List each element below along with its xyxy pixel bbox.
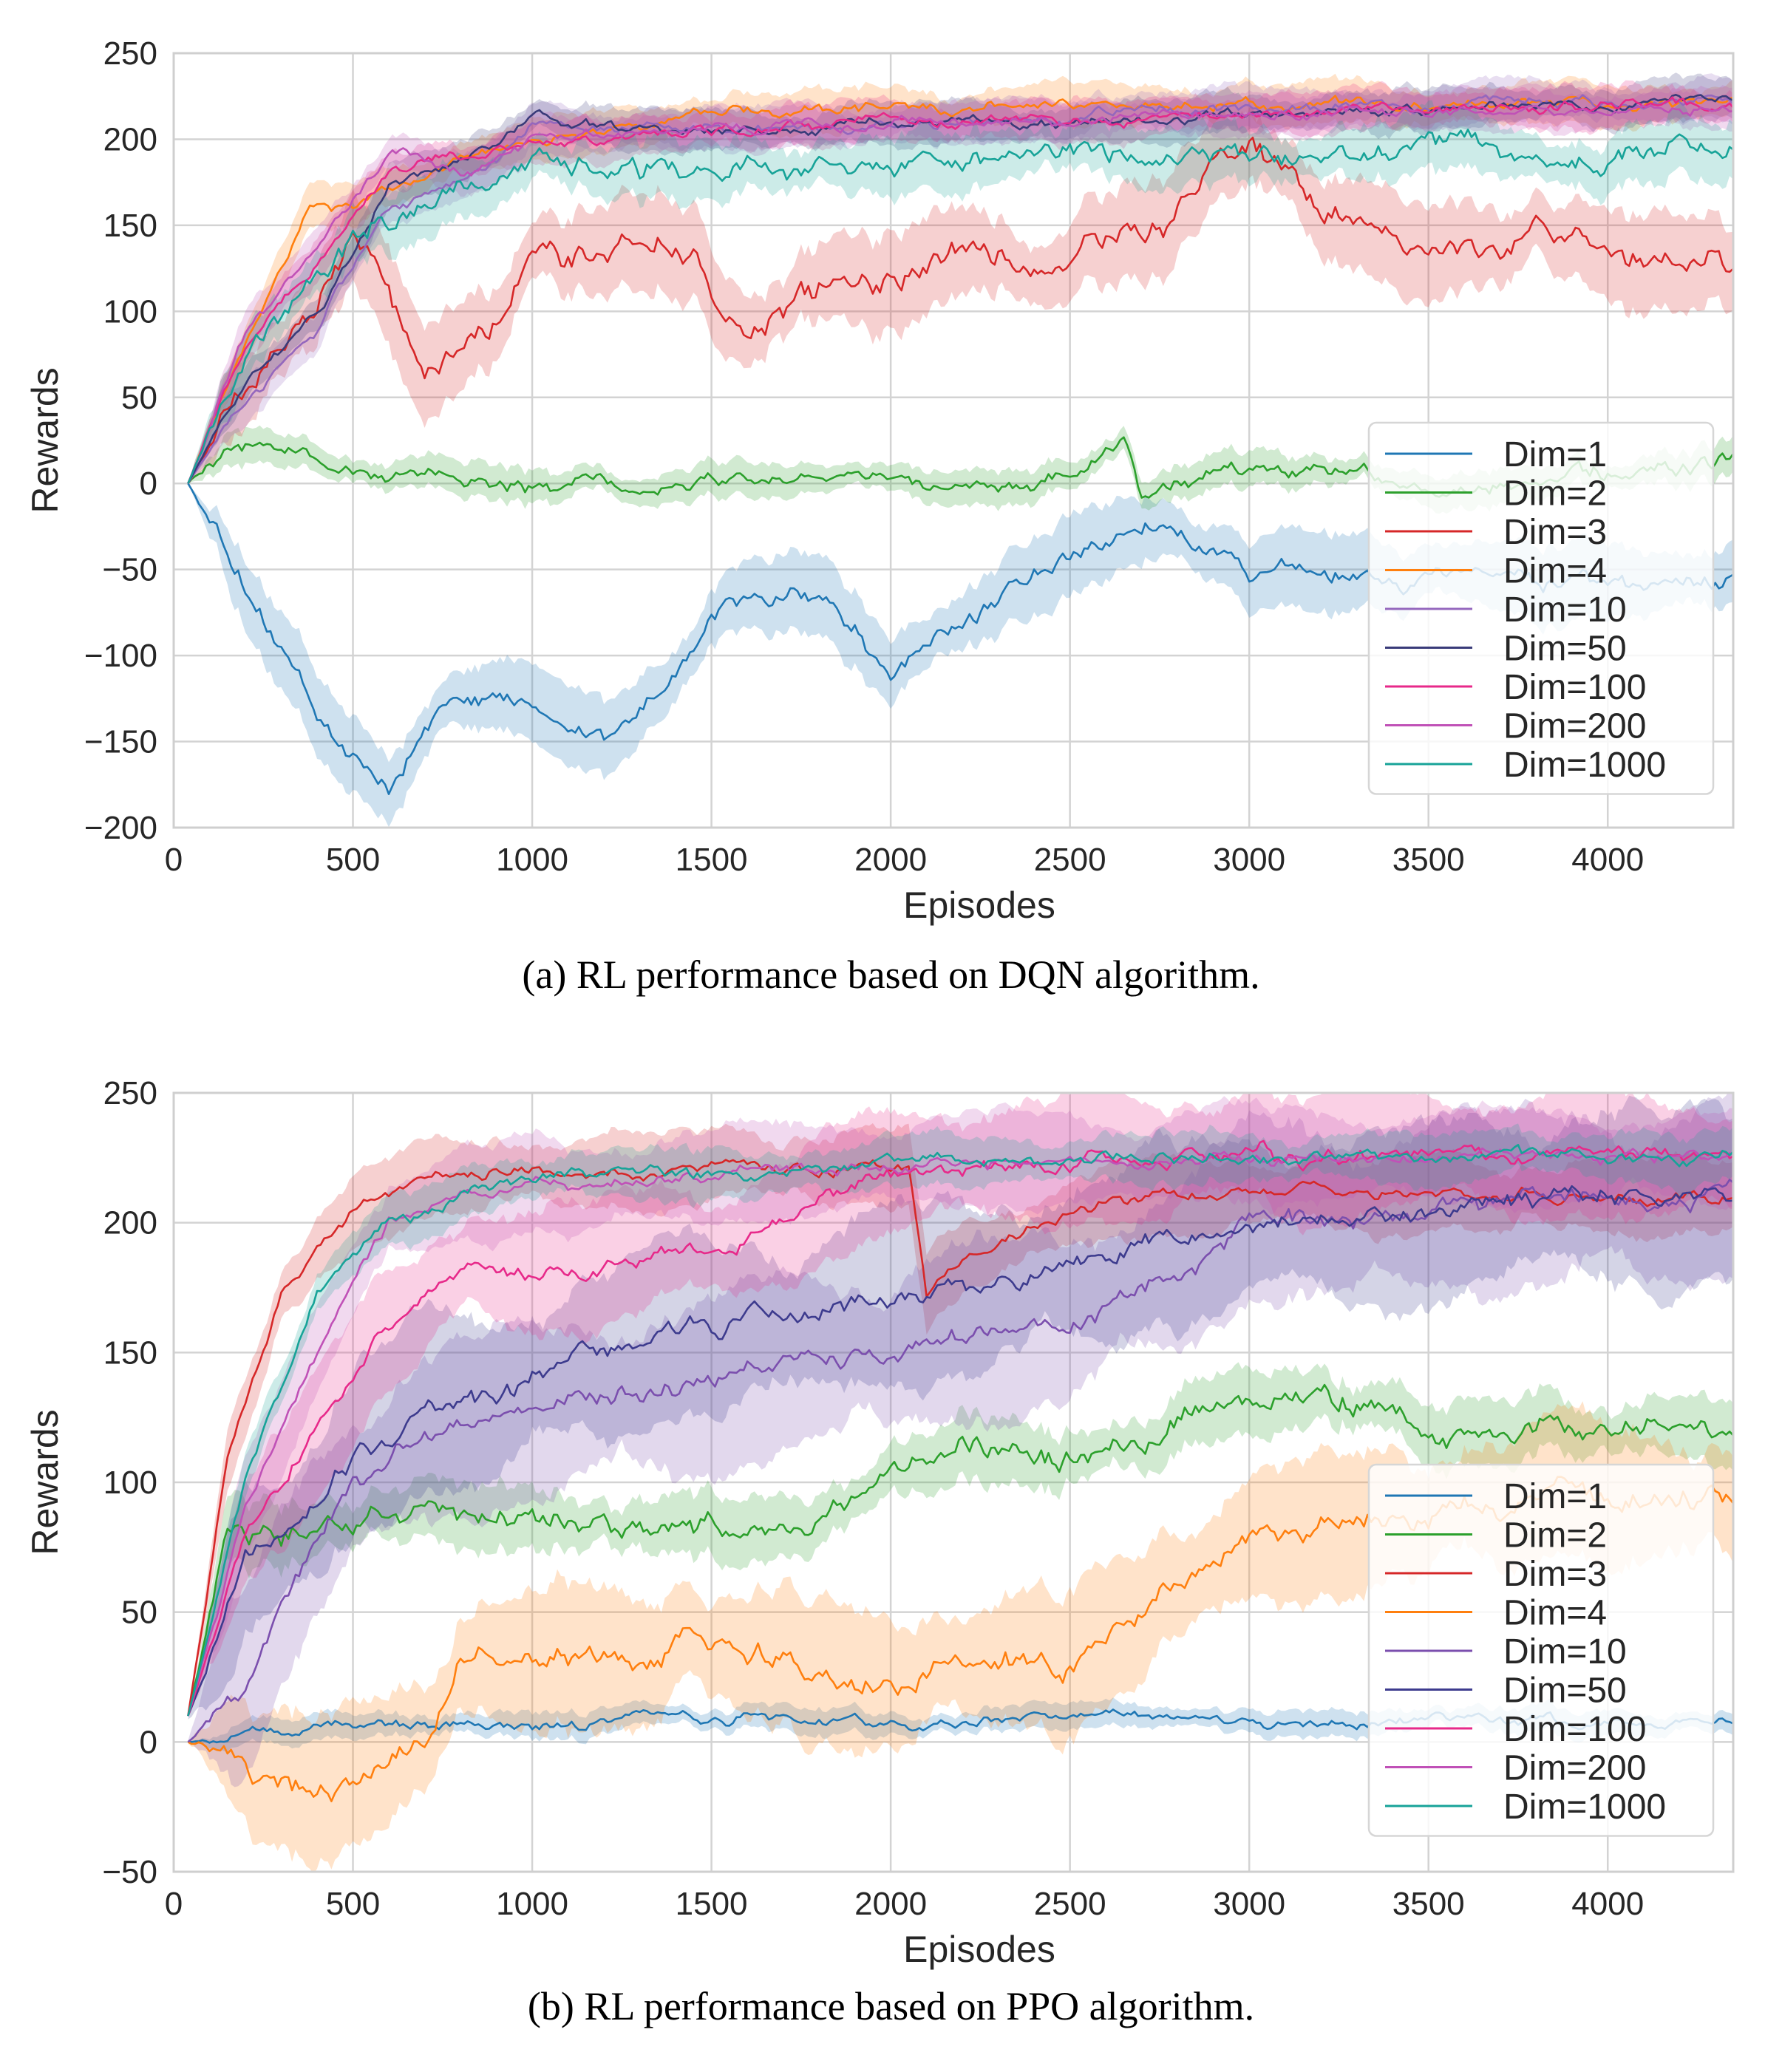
x-tick-label: 2500 (1034, 1886, 1106, 1922)
x-tick-label: 1500 (676, 1886, 748, 1922)
y-axis-label: Rewards (24, 1409, 66, 1555)
ppo-chart: 0 500 1000 1500 2000 2500 3000 3500 4000−5005010… (24, 1075, 1735, 1970)
legend-label: Dim=200 (1503, 707, 1646, 746)
y-tick-label: 250 (103, 35, 157, 72)
series-band-Dim=4 (188, 1401, 1733, 1872)
dqn-chart: 0 500 1000 1500 2000 2500 3000 3500 4000−200−150… (24, 35, 1735, 926)
y-tick-label: −50 (102, 552, 157, 588)
x-tick-label: 4000 (1571, 1886, 1644, 1922)
x-tick-label: 1500 (676, 842, 748, 878)
x-tick-label: 0 (165, 842, 183, 878)
legend-label: Dim=10 (1503, 1632, 1627, 1671)
y-tick-label: 150 (103, 208, 157, 244)
x-tick-label: 3500 (1392, 842, 1465, 878)
legend-label: Dim=4 (1503, 1594, 1607, 1633)
series-band-Dim=3 (188, 106, 1733, 483)
series-line-Dim=100 (187, 1139, 1733, 1717)
legend-label: Dim=1 (1503, 1477, 1607, 1516)
series-band-Dim=200 (188, 83, 1733, 483)
series-line-Dim=3 (187, 137, 1733, 484)
x-tick-label: 2500 (1034, 842, 1106, 878)
y-tick-label: 50 (121, 380, 157, 416)
series-band-Dim=2 (188, 425, 1733, 514)
legend-label: Dim=2 (1503, 1516, 1607, 1555)
series-band-Dim=4 (188, 73, 1733, 485)
legend-label: Dim=3 (1503, 513, 1607, 552)
series-group (187, 72, 1733, 828)
series-line-Dim=2 (187, 1383, 1733, 1717)
y-tick-label: 0 (140, 466, 157, 502)
legend-label: Dim=2 (1503, 474, 1607, 514)
legend-label: Dim=4 (1503, 552, 1607, 591)
y-tick-label: 100 (103, 1465, 157, 1501)
series-line-Dim=1000 (187, 129, 1733, 484)
series-band-Dim=50 (188, 1095, 1733, 1720)
y-tick-label: −150 (84, 724, 157, 760)
legend-label: Dim=100 (1503, 1710, 1646, 1749)
legend-label: Dim=1 (1503, 435, 1607, 474)
y-tick-label: 100 (103, 293, 157, 330)
series-band-Dim=10 (188, 73, 1733, 484)
legend-label: Dim=50 (1503, 1671, 1627, 1711)
legend: Dim=1Dim=2Dim=3Dim=4Dim=10Dim=50Dim=100D… (1367, 1463, 1715, 1837)
x-tick-label: 1000 (496, 842, 568, 878)
y-tick-label: 50 (121, 1595, 157, 1631)
legend-label: Dim=10 (1503, 590, 1627, 630)
caption-dqn: (a) RL performance based on DQN algorith… (522, 952, 1260, 997)
series-band-Dim=1 (188, 483, 1733, 828)
y-tick-label: 200 (103, 1205, 157, 1241)
legend-label: Dim=50 (1503, 630, 1627, 669)
x-tick-label: 0 (165, 1886, 183, 1922)
series-band-Dim=1000 (188, 100, 1733, 485)
series-band-Dim=2 (188, 1362, 1733, 1717)
series-band-Dim=100 (188, 1093, 1733, 1716)
plot-frame (172, 52, 1735, 829)
series-line-Dim=1000 (187, 1144, 1733, 1717)
caption-ppo: (b) RL performance based on PPO algorith… (527, 1984, 1255, 2028)
y-tick-label: −200 (84, 810, 157, 846)
x-tick-label: 500 (326, 842, 380, 878)
y-tick-label: 250 (103, 1075, 157, 1111)
series-band-Dim=3 (188, 1123, 1733, 1715)
x-tick-label: 4000 (1571, 842, 1644, 878)
x-tick-label: 2000 (854, 1886, 927, 1922)
y-tick-label: −100 (84, 638, 157, 674)
series-line-Dim=200 (187, 104, 1733, 484)
legend-label: Dim=1000 (1503, 1788, 1666, 1827)
series-band-Dim=100 (188, 80, 1733, 484)
legend-label: Dim=200 (1503, 1749, 1646, 1788)
x-axis-label: Episodes (903, 885, 1055, 926)
y-tick-label: 150 (103, 1335, 157, 1371)
legend-label: Dim=1000 (1503, 746, 1666, 785)
x-tick-label: 3000 (1213, 842, 1285, 878)
y-tick-label: 0 (140, 1724, 157, 1760)
legend-label: Dim=100 (1503, 668, 1646, 707)
y-tick-label: 200 (103, 121, 157, 157)
y-tick-label: −50 (102, 1854, 157, 1890)
legend-box (1367, 421, 1715, 795)
x-tick-label: 3500 (1392, 1886, 1465, 1922)
plot-frame (172, 1091, 1735, 1873)
series-band-Dim=50 (188, 72, 1733, 483)
legend: Dim=1Dim=2Dim=3Dim=4Dim=10Dim=50Dim=100D… (1367, 421, 1715, 795)
x-tick-label: 3000 (1213, 1886, 1285, 1922)
legend-box (1367, 1463, 1715, 1837)
y-axis-label: Rewards (24, 367, 66, 513)
x-tick-label: 500 (326, 1886, 380, 1922)
series-band-Dim=10 (188, 1093, 1733, 1788)
x-axis-label: Episodes (903, 1929, 1055, 1970)
legend-label: Dim=3 (1503, 1555, 1607, 1594)
x-tick-label: 1000 (496, 1886, 568, 1922)
series-line-Dim=50 (187, 1185, 1733, 1717)
x-tick-label: 2000 (854, 842, 927, 878)
